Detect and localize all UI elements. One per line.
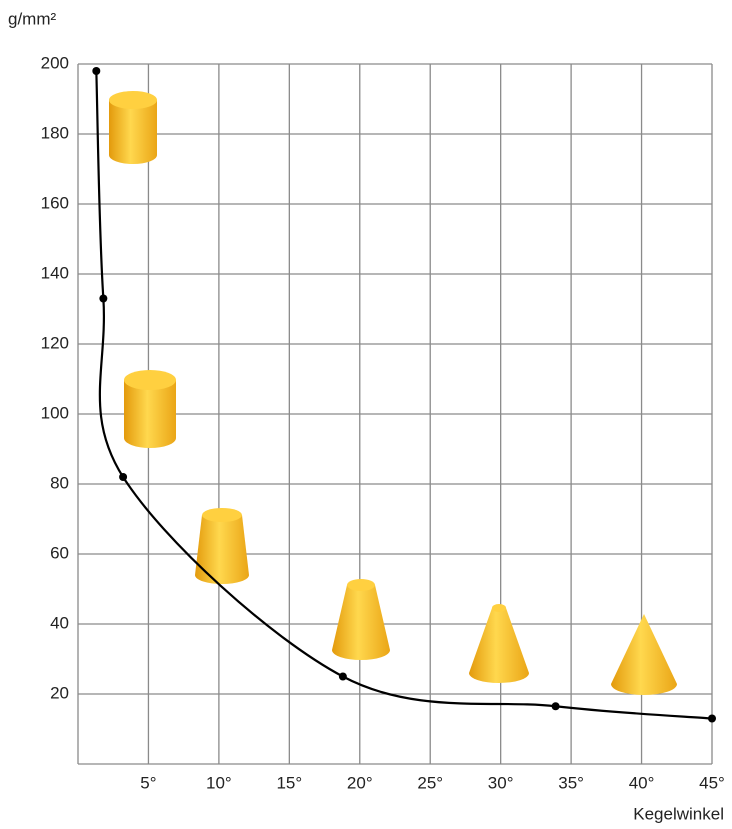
marker (99, 295, 107, 303)
y-tick-label: 160 (41, 193, 69, 212)
y-tick-label: 40 (50, 613, 69, 632)
marker (552, 702, 560, 710)
line (96, 71, 712, 719)
shape-icon-top (124, 370, 176, 390)
shape-icon-top (347, 579, 375, 591)
marker (708, 715, 716, 723)
y-tick-label: 60 (50, 543, 69, 562)
marker (92, 67, 100, 75)
y-tick-label: 200 (41, 53, 69, 72)
x-axis-label: Kegelwinkel (633, 804, 724, 823)
x-tick-label: 30° (488, 773, 514, 792)
shape-icons (109, 91, 677, 695)
shape-icon (124, 380, 176, 448)
y-axis-label: g/mm² (8, 9, 57, 28)
y-tick-label: 20 (50, 683, 69, 702)
y-tick-label: 140 (41, 263, 69, 282)
shape-icon (195, 515, 249, 584)
x-tick-label: 5° (140, 773, 156, 792)
x-tick-label: 35° (558, 773, 584, 792)
y-tick-label: 180 (41, 123, 69, 142)
x-tick-label: 20° (347, 773, 373, 792)
chart: 20 40 60 80 100 120 140 160 180 200 5° 10° 15° 20° 25°… (0, 0, 732, 829)
x-tick-label: 45° (699, 773, 725, 792)
shape-icon (469, 608, 529, 683)
shape-icon-top (109, 91, 157, 109)
shape-icon (611, 614, 677, 695)
shape-icon-top (492, 604, 506, 612)
x-tick-label: 10° (206, 773, 232, 792)
shape-icon (332, 585, 390, 660)
marker (119, 473, 127, 481)
shape-icon-top (202, 508, 242, 522)
x-tick-label: 40° (629, 773, 655, 792)
shape-icon (109, 100, 157, 164)
x-tick-label: 25° (417, 773, 443, 792)
y-tick-label: 80 (50, 473, 69, 492)
y-tick-label: 120 (41, 333, 69, 352)
marker (339, 673, 347, 681)
page: 20 40 60 80 100 120 140 160 180 200 5° 10° 15° 20° 25°… (0, 0, 732, 829)
y-tick-label: 100 (41, 403, 69, 422)
x-tick-label: 15° (276, 773, 302, 792)
